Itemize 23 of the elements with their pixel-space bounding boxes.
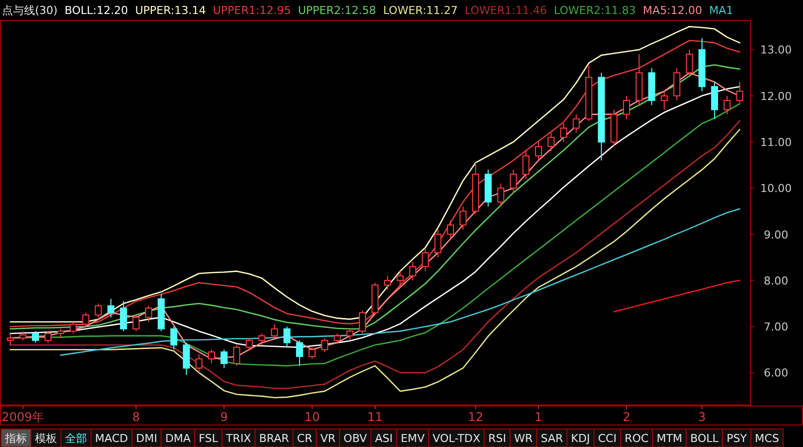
x-tick-label: 2 [622,410,630,424]
x-tick-label: 1 [534,410,542,424]
candlestick [660,90,668,110]
y-tick-label: 9.00 [764,228,788,242]
legend: 点与线(30) BOLL:12.20 UPPER:13.14 UPPER1:12.95 UPPER2:12.58 LOWER:11.27 LOWER1:11.46 LOWER2:11.83 MA5:12.00 MA1 [2,4,734,17]
y-tick-label: 6.00 [764,366,788,380]
candlestick [396,270,404,288]
x-tick-label: 3 [698,410,706,424]
x-tick-label: 9 [220,410,228,424]
y-tick-label: 8.00 [764,274,788,288]
candlestick [434,229,442,258]
candlestick [107,298,114,318]
x-tick-label: 10 [304,410,320,424]
annotations: 指标 模板 全部 MACD DMI DMA FSL TRIX BRAR CR VR OBV ASI EMV VOL-TDX RSI WR SAR KDJ CCI ROC MTM BOLL PSY MCS [0,428,784,447]
y-tick-label: 12.00 [760,90,792,103]
y-tick-label: 7.00 [764,320,788,334]
x-tick-label: 2009年 [2,410,44,424]
y-tick-label: 10.00 [760,182,792,196]
y-tick-label: 13.00 [760,44,792,57]
x-tick-label: 12 [468,410,484,424]
x-tick-label: 8 [132,410,140,424]
y-tick-label: 11.00 [760,136,792,149]
x-tick-label: 11 [367,410,383,424]
